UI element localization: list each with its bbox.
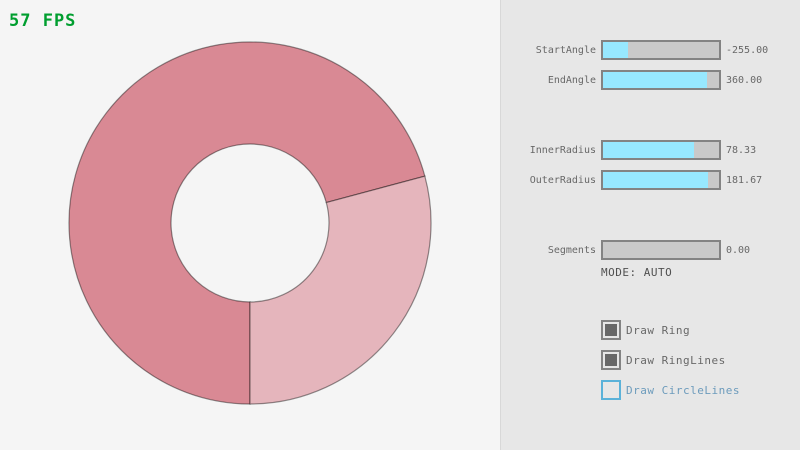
draw-ring-label: Draw Ring bbox=[626, 324, 691, 337]
outerradius-slider[interactable] bbox=[601, 170, 721, 190]
segments-label: Segments bbox=[547, 245, 596, 256]
innerradius-label: InnerRadius bbox=[529, 145, 596, 156]
control-panel: StartAngle -255.00 EndAngle 360.00 Inner… bbox=[500, 0, 800, 450]
startangle-label: StartAngle bbox=[535, 45, 596, 56]
draw-circlelines-label: Draw CircleLines bbox=[626, 384, 740, 397]
checkbox-row-draw-ringlines: Draw RingLines bbox=[501, 350, 800, 370]
slider-row-startangle: StartAngle -255.00 bbox=[501, 40, 800, 60]
startangle-slider[interactable] bbox=[601, 40, 721, 60]
draw-circlelines-checkbox[interactable] bbox=[601, 380, 621, 400]
innerradius-value: 78.33 bbox=[726, 145, 757, 156]
draw-ringlines-checkbox[interactable] bbox=[601, 350, 621, 370]
slider-row-segments: Segments 0.00 bbox=[501, 240, 800, 260]
draw-ring-checkbox[interactable] bbox=[601, 320, 621, 340]
endangle-value: 360.00 bbox=[726, 75, 763, 86]
segments-value: 0.00 bbox=[726, 245, 751, 256]
fps-counter: 57 FPS bbox=[9, 11, 77, 31]
segments-mode-text: MODE: AUTO bbox=[601, 266, 673, 279]
check-mark-icon bbox=[605, 324, 617, 336]
slider-row-innerradius: InnerRadius 78.33 bbox=[501, 140, 800, 160]
ring-svg bbox=[68, 41, 432, 405]
endangle-slider-fill bbox=[603, 72, 708, 88]
drawing-stage: 57 FPS bbox=[9, 11, 432, 405]
outerradius-label: OuterRadius bbox=[529, 175, 596, 186]
slider-row-outerradius: OuterRadius 181.67 bbox=[501, 170, 800, 190]
innerradius-slider[interactable] bbox=[601, 140, 721, 160]
startangle-value: -255.00 bbox=[726, 45, 769, 56]
ring-wedge-single-pass bbox=[249, 175, 432, 405]
draw-ringlines-label: Draw RingLines bbox=[626, 354, 726, 367]
checkbox-row-draw-ring: Draw Ring bbox=[501, 320, 800, 340]
segments-slider[interactable] bbox=[601, 240, 721, 260]
endangle-label: EndAngle bbox=[547, 75, 596, 86]
startangle-slider-fill bbox=[603, 42, 628, 58]
check-mark-icon bbox=[605, 354, 617, 366]
outerradius-value: 181.67 bbox=[726, 175, 763, 186]
slider-row-endangle: EndAngle 360.00 bbox=[501, 70, 800, 90]
innerradius-slider-fill bbox=[603, 142, 694, 158]
outerradius-slider-fill bbox=[603, 172, 709, 188]
endangle-slider[interactable] bbox=[601, 70, 721, 90]
checkbox-row-draw-circlelines: Draw CircleLines bbox=[501, 380, 800, 400]
ring-wedge-double-pass bbox=[68, 41, 426, 405]
